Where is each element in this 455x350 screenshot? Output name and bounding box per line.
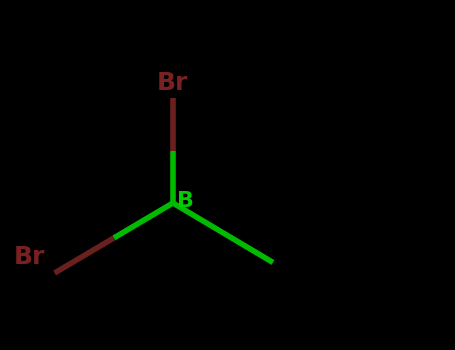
Text: B: B (177, 191, 194, 211)
Text: Br: Br (14, 245, 46, 270)
Text: Br: Br (157, 70, 188, 95)
